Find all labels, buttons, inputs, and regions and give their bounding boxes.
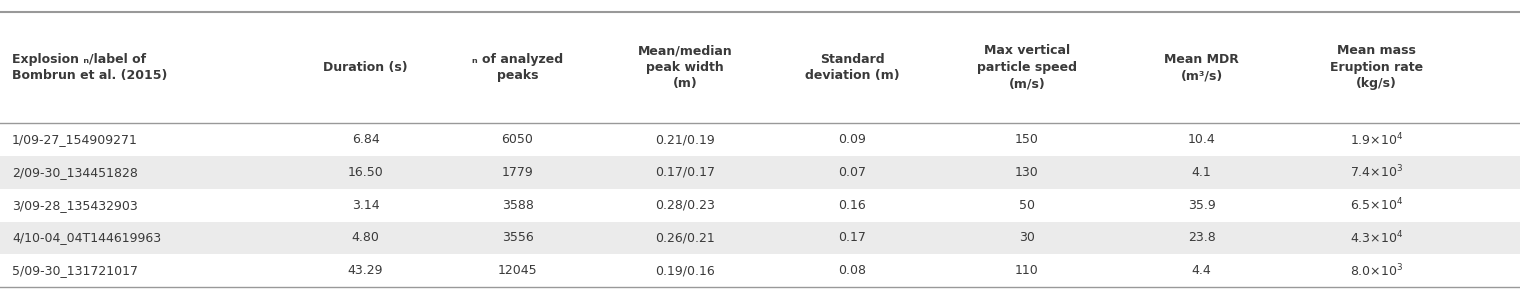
Text: Mean MDR
(m³/s): Mean MDR (m³/s) (1164, 53, 1239, 82)
Text: 4/10-04_04T144619963: 4/10-04_04T144619963 (12, 231, 161, 244)
Text: 4.80: 4.80 (351, 231, 380, 244)
Text: 6050: 6050 (502, 133, 534, 146)
Text: 3/09-28_135432903: 3/09-28_135432903 (12, 199, 138, 212)
Text: 2/09-30_134451828: 2/09-30_134451828 (12, 166, 138, 179)
Text: 0.19/0.16: 0.19/0.16 (655, 264, 714, 277)
Text: 0.16: 0.16 (838, 199, 866, 212)
Text: 3.14: 3.14 (351, 199, 380, 212)
Text: 6.84: 6.84 (351, 133, 380, 146)
Text: 35.9: 35.9 (1187, 199, 1216, 212)
Text: Duration (s): Duration (s) (324, 61, 407, 74)
Text: 6.5×10$^4$: 6.5×10$^4$ (1350, 197, 1403, 213)
Text: 43.29: 43.29 (348, 264, 383, 277)
Bar (0, 222, 1520, 254)
Text: 150: 150 (1015, 133, 1038, 146)
Text: 1.9×10$^4$: 1.9×10$^4$ (1350, 131, 1403, 148)
Text: Explosion ₙ/label of
Bombrun et al. (2015): Explosion ₙ/label of Bombrun et al. (201… (12, 53, 167, 82)
Text: 30: 30 (1018, 231, 1035, 244)
Text: 1/09-27_154909271: 1/09-27_154909271 (12, 133, 138, 146)
Text: ₙ of analyzed
peaks: ₙ of analyzed peaks (473, 53, 562, 82)
Text: 4.4: 4.4 (1192, 264, 1211, 277)
Text: 7.4×10$^3$: 7.4×10$^3$ (1350, 164, 1403, 181)
Text: 5/09-30_131721017: 5/09-30_131721017 (12, 264, 138, 277)
Text: Mean mass
Eruption rate
(kg/s): Mean mass Eruption rate (kg/s) (1330, 44, 1423, 90)
Text: 23.8: 23.8 (1187, 231, 1216, 244)
Text: 3588: 3588 (502, 199, 534, 212)
Text: 0.09: 0.09 (838, 133, 866, 146)
Text: 50: 50 (1018, 199, 1035, 212)
Text: 10.4: 10.4 (1187, 133, 1216, 146)
Text: 4.1: 4.1 (1192, 166, 1211, 179)
Text: 0.21/0.19: 0.21/0.19 (655, 133, 714, 146)
Text: 110: 110 (1015, 264, 1038, 277)
Text: 0.17/0.17: 0.17/0.17 (655, 166, 714, 179)
Bar (0, 156, 1520, 189)
Text: 0.08: 0.08 (838, 264, 866, 277)
Text: 0.07: 0.07 (838, 166, 866, 179)
Bar (0, 123, 1520, 156)
Text: 0.17: 0.17 (838, 231, 866, 244)
Text: 130: 130 (1015, 166, 1038, 179)
Bar (0, 254, 1520, 287)
Bar (0, 189, 1520, 222)
Text: 8.0×10$^3$: 8.0×10$^3$ (1350, 262, 1403, 279)
Text: 1779: 1779 (502, 166, 534, 179)
Text: 3556: 3556 (502, 231, 534, 244)
Text: 4.3×10$^4$: 4.3×10$^4$ (1350, 230, 1403, 246)
Text: Mean/median
peak width
(m): Mean/median peak width (m) (637, 44, 733, 90)
Text: 12045: 12045 (497, 264, 538, 277)
Text: Standard
deviation (m): Standard deviation (m) (804, 53, 900, 82)
Text: Max vertical
particle speed
(m/s): Max vertical particle speed (m/s) (977, 44, 1076, 90)
Text: 16.50: 16.50 (348, 166, 383, 179)
Text: 0.28/0.23: 0.28/0.23 (655, 199, 714, 212)
Text: 0.26/0.21: 0.26/0.21 (655, 231, 714, 244)
